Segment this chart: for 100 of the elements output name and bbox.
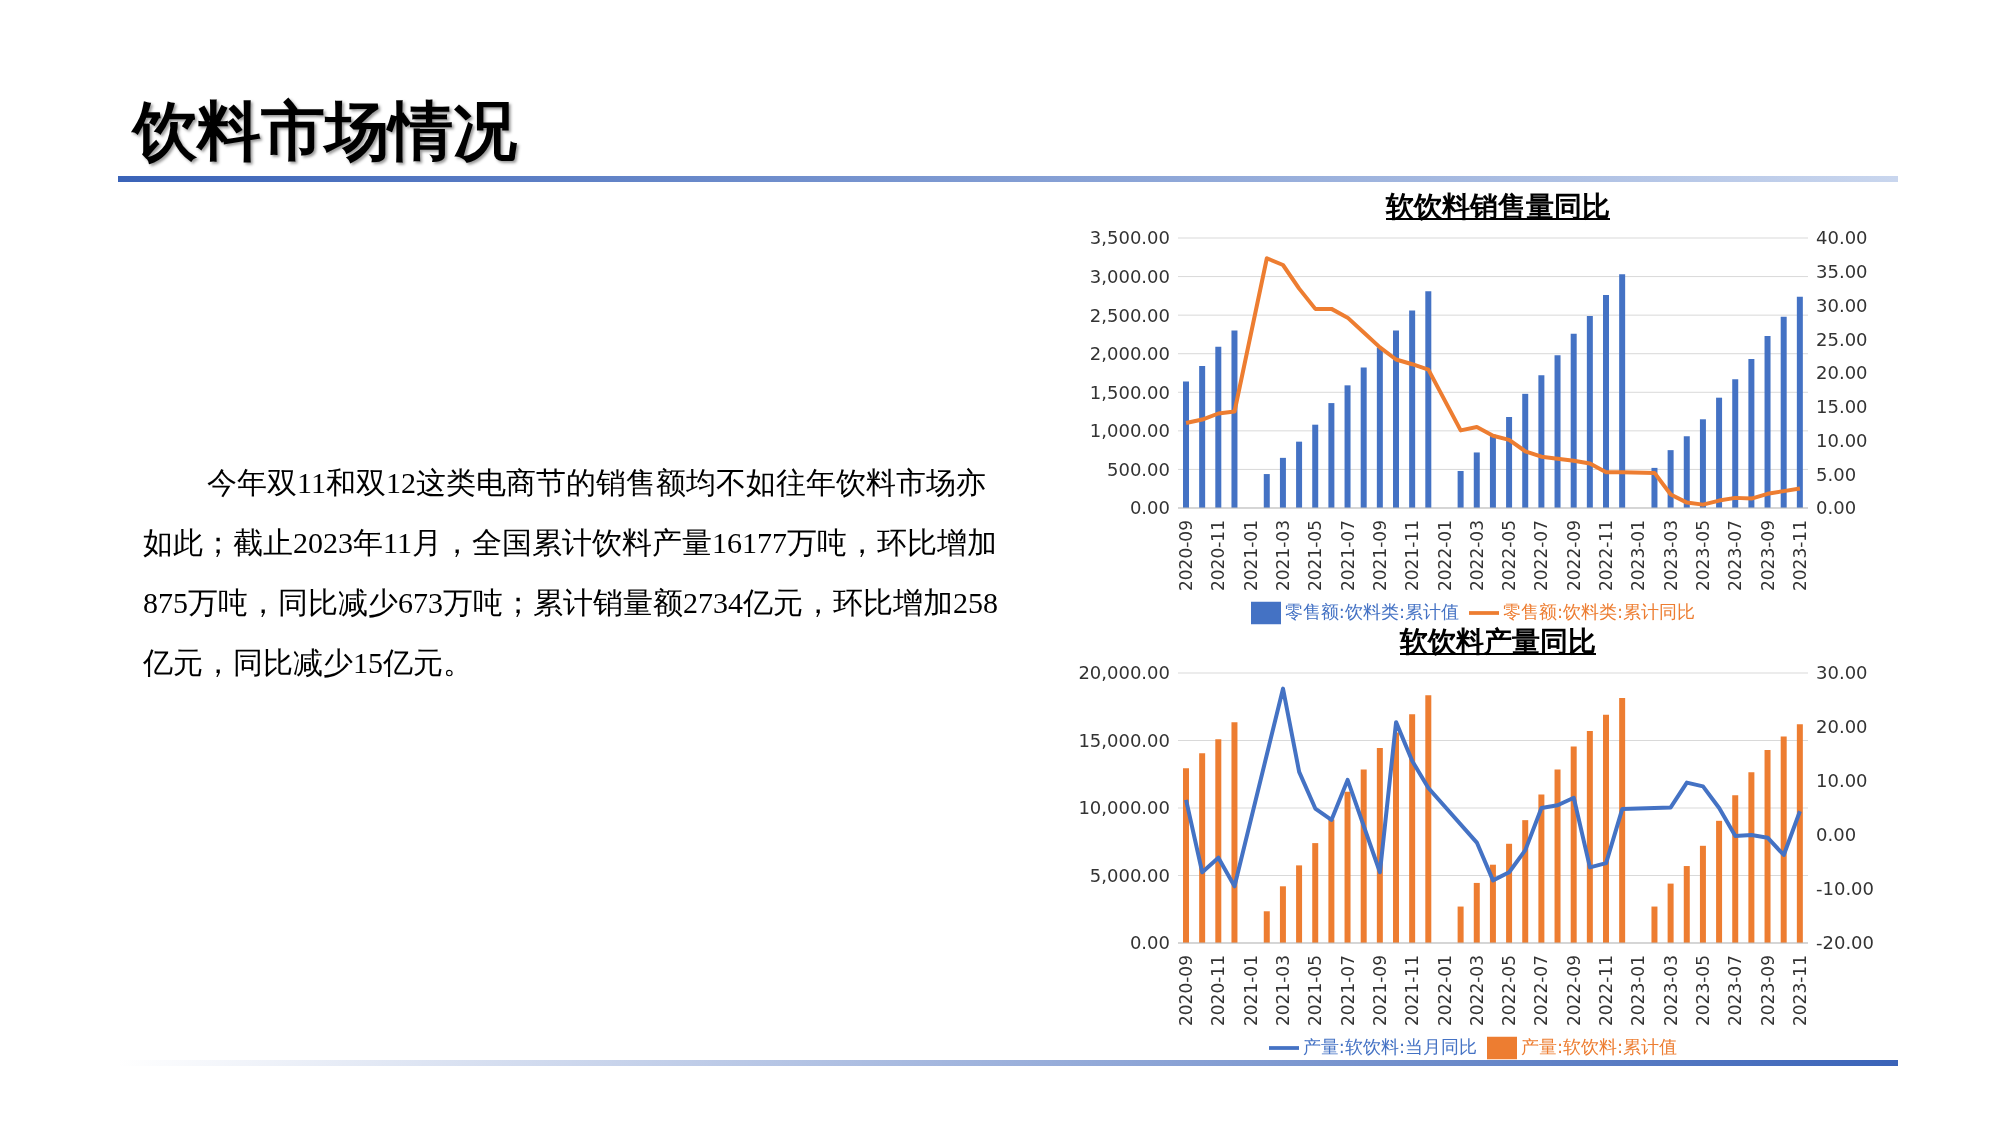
x-tick-label: 2023-07: [1725, 955, 1746, 1027]
x-tick-label: 2022-01: [1434, 520, 1455, 592]
bar: [1473, 882, 1480, 943]
x-tick-label: 2022-01: [1434, 955, 1455, 1027]
bar: [1554, 355, 1561, 508]
line-series: [1184, 686, 1802, 889]
bar: [1199, 366, 1206, 508]
x-tick-label: 2023-09: [1757, 955, 1778, 1027]
bar: [1586, 731, 1593, 943]
bar: [1425, 291, 1432, 508]
bar: [1183, 381, 1189, 508]
y2-tick-label: -10.00: [1816, 878, 1875, 900]
bar: [1409, 310, 1416, 508]
x-tick-label: 2021-01: [1240, 955, 1261, 1027]
x-tick-label: 2022-07: [1531, 520, 1552, 592]
bar: [1312, 843, 1319, 943]
x-tick-label: 2021-01: [1240, 520, 1261, 592]
x-tick-label: 2023-11: [1789, 520, 1810, 592]
bar: [1732, 379, 1739, 508]
bar: [1473, 452, 1480, 508]
chart-title: 软饮料销售量同比: [1384, 189, 1611, 225]
y2-tick-label: -20.00: [1816, 932, 1875, 954]
bar: [1279, 886, 1286, 943]
bar: [1570, 746, 1577, 943]
x-tick-label: 2023-09: [1757, 520, 1778, 592]
bar: [1603, 714, 1609, 943]
bar: [1780, 316, 1787, 508]
x-tick-label: 2021-03: [1273, 955, 1293, 1027]
bar: [1263, 911, 1270, 943]
x-tick-label: 2022-03: [1466, 955, 1487, 1027]
bar: [1796, 724, 1803, 943]
legend-label: 零售额:饮料类:累计同比: [1503, 601, 1696, 622]
y2-tick-label: 0.00: [1816, 824, 1857, 846]
x-tick-label: 2021-11: [1402, 520, 1423, 592]
legend-label: 产量:软饮料:累计值: [1521, 1036, 1678, 1057]
bar: [1716, 820, 1723, 943]
chart-title: 软饮料产量同比: [1398, 624, 1597, 660]
bar: [1538, 375, 1545, 508]
x-tick-label: 2022-11: [1596, 520, 1617, 592]
legend-label: 零售额:饮料类:累计值: [1284, 601, 1459, 622]
bar: [1522, 393, 1529, 508]
x-tick-label: 2021-07: [1337, 955, 1358, 1027]
x-tick-label: 2021-11: [1402, 955, 1423, 1027]
x-tick-label: 2022-05: [1499, 955, 1520, 1027]
x-tick-label: 2023-01: [1628, 955, 1649, 1027]
bar: [1538, 794, 1545, 943]
bar: [1328, 819, 1335, 943]
bar: [1506, 843, 1513, 943]
y2-tick-label: 5.00: [1816, 463, 1857, 485]
x-tick-label: 2022-09: [1563, 520, 1584, 592]
bar: [1554, 769, 1561, 943]
y2-tick-label: 25.00: [1816, 328, 1868, 350]
bar: [1748, 772, 1755, 943]
y-tick-label: 3,000.00: [1089, 265, 1170, 287]
y2-tick-label: 20.00: [1816, 362, 1868, 384]
bar: [1296, 441, 1303, 508]
bar: [1716, 397, 1723, 508]
x-tick-label: 2022-09: [1563, 955, 1584, 1027]
x-tick-label: 2023-05: [1693, 955, 1713, 1027]
x-tick-label: 2022-11: [1596, 955, 1617, 1027]
y-tick-label: 20,000.00: [1078, 662, 1170, 684]
x-tick-label: 2022-05: [1499, 520, 1520, 592]
bar: [1764, 335, 1771, 508]
y-tick-label: 3,500.00: [1089, 227, 1170, 249]
bar: [1199, 753, 1206, 943]
bar: [1764, 749, 1771, 943]
y2-tick-label: 0.00: [1816, 497, 1857, 519]
bar: [1263, 474, 1270, 508]
x-tick-label: 2021-05: [1305, 955, 1326, 1027]
bar: [1360, 367, 1367, 508]
x-tick-label: 2023-11: [1789, 955, 1810, 1027]
bar: [1586, 315, 1593, 508]
bar: [1344, 791, 1351, 943]
text: 饮料市场情况: [133, 93, 517, 170]
bar: [1603, 295, 1609, 508]
bar: [1231, 722, 1238, 943]
y-tick-label: 0.00: [1129, 497, 1170, 519]
bar: [1796, 296, 1803, 508]
y2-tick-label: 35.00: [1816, 261, 1868, 283]
bar: [1780, 736, 1787, 943]
x-tick-label: 2021-05: [1305, 520, 1326, 592]
bar: [1183, 768, 1189, 943]
bar: [1619, 697, 1626, 943]
y-tick-label: 10,000.00: [1078, 797, 1170, 819]
bar: [1393, 732, 1399, 943]
bar: [1279, 457, 1286, 508]
bar: [1296, 865, 1303, 943]
bar: [1328, 403, 1335, 508]
bar: [1699, 419, 1706, 508]
y-tick-label: 15,000.00: [1078, 729, 1170, 751]
y-tick-label: 2,000.00: [1089, 343, 1170, 365]
x-tick-label: 2021-09: [1369, 955, 1390, 1027]
y-tick-label: 1,500.00: [1089, 381, 1170, 403]
bar: [1570, 333, 1577, 508]
bar: [1393, 330, 1399, 508]
bar: [1651, 906, 1658, 943]
y2-tick-label: 30.00: [1816, 294, 1868, 316]
x-tick-label: 2021-03: [1273, 520, 1293, 592]
y-tick-label: 2,500.00: [1089, 304, 1170, 326]
bar: [1489, 434, 1496, 508]
